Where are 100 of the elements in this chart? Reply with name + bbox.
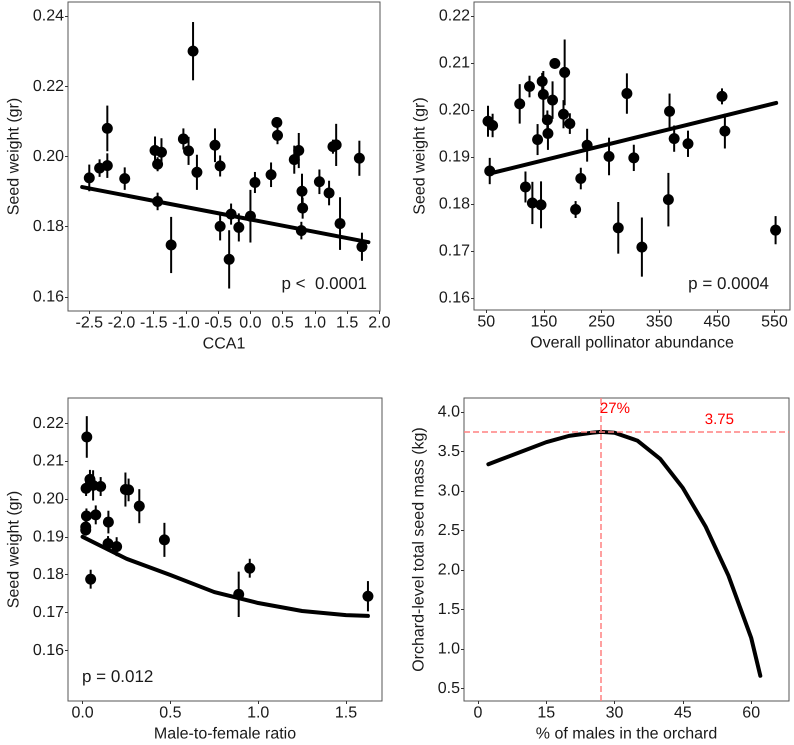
point (547, 94, 558, 106)
x-tick-label: 2.0 (368, 314, 391, 332)
x-tick-label: 1.0 (247, 704, 270, 721)
x-tick-label: 1.5 (336, 314, 358, 332)
x-tick-label: 0.5 (272, 314, 294, 332)
point (102, 122, 113, 134)
point (564, 118, 576, 130)
y-tick-label: 0.22 (438, 8, 470, 25)
point (249, 176, 260, 188)
y-axis-title: Seed weight (gr) (411, 97, 428, 215)
point (354, 152, 365, 164)
point (362, 590, 374, 602)
point (102, 160, 113, 172)
x-axis-title: CCA1 (202, 335, 246, 352)
y-axis-title: Orchard-level total seed mass (kg) (410, 426, 428, 672)
point (296, 186, 308, 197)
y-tick-label: 0.22 (32, 414, 64, 432)
x-tick-label: 60 (742, 704, 760, 721)
x-tick-label: 0.0 (71, 704, 94, 721)
point (152, 158, 164, 170)
point (188, 46, 199, 57)
point (183, 145, 194, 156)
x-tick-label: 150 (530, 314, 558, 330)
y-tick-label: 2.5 (438, 522, 460, 539)
y-tick-label: 0.18 (32, 566, 64, 583)
ref-line-label: 27% (600, 400, 630, 416)
point (621, 88, 632, 100)
point (191, 166, 202, 178)
point (95, 480, 106, 492)
point (111, 540, 122, 552)
y-tick-label: 2.0 (438, 561, 460, 578)
point (770, 224, 782, 236)
point (166, 239, 177, 250)
x-tick-label: 450 (703, 314, 730, 330)
point (266, 169, 277, 180)
point (334, 218, 346, 230)
x-tick-label: 15 (537, 704, 556, 721)
x-tick-label: -0.5 (204, 314, 232, 332)
point (664, 106, 676, 117)
y-tick-label: 0.17 (32, 603, 64, 620)
x-axis-title: Overall pollinator abundance (530, 334, 734, 352)
point (716, 90, 728, 102)
ref-line-label: 3.75 (704, 410, 734, 428)
point (558, 108, 570, 120)
x-tick-label: 350 (646, 314, 673, 330)
point (158, 534, 170, 545)
point (549, 58, 560, 70)
point (570, 204, 582, 216)
point (668, 133, 680, 144)
x-tick-label: 45 (674, 704, 692, 721)
point (524, 81, 535, 92)
point (214, 220, 226, 232)
x-tick-label: 1.0 (304, 314, 326, 332)
y-tick-label: 1.5 (438, 600, 460, 618)
x-tick-label: -1.0 (172, 314, 200, 332)
annotation: p < 0.0001 (281, 274, 368, 293)
y-tick-label: 1.0 (438, 640, 460, 657)
y-tick-label: 0.16 (32, 641, 64, 658)
point (612, 222, 624, 234)
y-axis-title: Seed weight (gr) (5, 98, 22, 216)
point (604, 150, 615, 162)
y-tick-label: 0.20 (32, 490, 64, 507)
point (542, 114, 553, 126)
point (288, 154, 300, 166)
point (575, 173, 586, 184)
point (90, 508, 102, 520)
x-axis-title: % of males in the orchard (536, 724, 718, 742)
y-tick-label: 3.5 (438, 442, 460, 460)
x-tick-label: 0.5 (159, 704, 182, 721)
point (538, 88, 549, 100)
point (224, 254, 235, 265)
y-tick-label: 0.17 (438, 242, 470, 260)
point (81, 430, 92, 442)
y-axis-title: Seed weight (gr) (5, 490, 22, 608)
point (297, 202, 308, 214)
x-tick-label: 250 (588, 314, 615, 330)
y-tick-label: 0.24 (32, 8, 64, 25)
point (214, 160, 226, 172)
y-tick-label: 0.20 (438, 101, 470, 118)
point (324, 188, 335, 199)
y-tick-label: 3.0 (438, 482, 460, 500)
point (682, 138, 694, 150)
x-axis-title: Male-to-female ratio (154, 724, 296, 742)
y-tick-label: 0.18 (438, 195, 470, 212)
point (244, 562, 256, 574)
y-tick-label: 0.5 (438, 679, 460, 696)
y-tick-label: 0.18 (32, 218, 64, 236)
y-tick-label: 0.16 (32, 288, 64, 306)
point (84, 172, 95, 184)
y-tick-label: 0.21 (32, 452, 64, 470)
point (514, 98, 526, 110)
point (293, 145, 304, 156)
line-series (486, 429, 762, 678)
point (636, 242, 648, 253)
point (119, 173, 130, 184)
point (628, 152, 640, 164)
y-tick-label: 4.0 (438, 403, 460, 420)
y-tick-label: 0.22 (32, 78, 64, 95)
point (134, 500, 145, 512)
point (156, 146, 167, 158)
